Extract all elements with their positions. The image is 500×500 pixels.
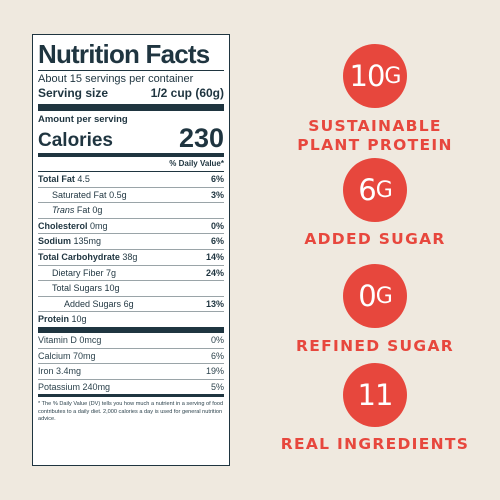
nutrient-row-cholesterol: Cholesterol 0mg 0% [38,219,224,235]
calories-label: Calories [38,130,113,151]
nutrient-row-total-sugars: Total Sugars 10g [38,281,224,297]
ingredients-badge: 11 [343,363,407,427]
protein-badge: 10 G [343,44,407,108]
servings-per-container: About 15 servings per container [38,73,194,85]
serving-size-row: Serving size 1/2 cup (60g) [38,86,224,111]
vitamin-row-iron: Iron 3.4mg 19% [38,364,224,380]
vitamin-row-calcium: Calcium 70mg 6% [38,349,224,365]
nutrition-facts-label: Nutrition Facts About 15 servings per co… [32,34,230,466]
nutrient-row-total-carbohydrate: Total Carbohydrate 38g 14% [38,250,224,266]
serving-size-value: 1/2 cup (60g) [150,86,224,100]
added-sugar-caption: Added Sugar [304,230,446,248]
calories-value: 230 [178,123,224,153]
protein-caption: Sustainable Plant Protein [297,117,453,154]
daily-value-footnote: * The % Daily Value (DV) tells you how m… [38,401,224,423]
nutrient-row-saturated-fat: Saturated Fat 0.5g 3% [38,188,224,204]
nutrient-row-total-fat: Total Fat 4.5 6% [38,172,224,188]
amount-per-serving: Amount per serving [38,114,128,125]
vitamin-row-potassium: Potassium 240mg 5% [38,380,224,398]
nutrient-row-added-sugars: Added Sugars 6g 13% [38,297,224,313]
ingredients-caption: Real Ingredients [280,435,470,453]
serving-size-label: Serving size [38,86,109,100]
nutrient-row-dietary-fiber: Dietary Fiber 7g 24% [38,266,224,282]
calories-row: Calories 230 [38,125,224,157]
nutrient-row-sodium: Sodium 135mg 6% [38,234,224,250]
daily-value-header: % Daily Value* [38,157,224,172]
vitamin-row-vitamin-d: Vitamin D 0mcg 0% [38,333,224,349]
nutrition-facts-title: Nutrition Facts [38,40,224,71]
refined-sugar-caption: Refined Sugar [295,337,454,355]
nutrient-row-protein: Protein 10g [38,312,224,333]
nutrient-row-trans-fat: Trans Fat 0g [38,203,224,219]
